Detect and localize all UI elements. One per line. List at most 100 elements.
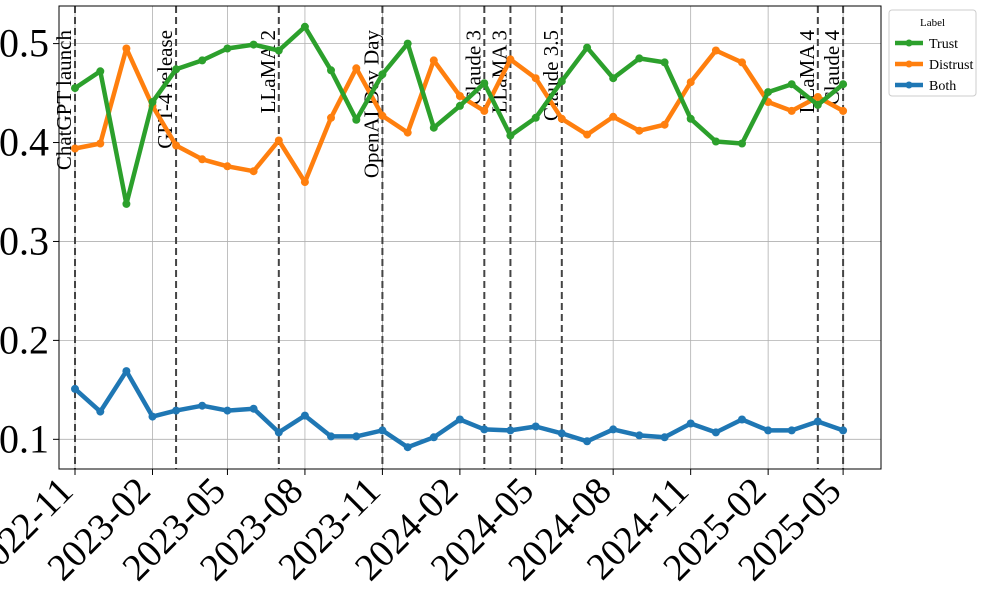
- data-point: [609, 112, 618, 121]
- series-distrust: [71, 44, 848, 187]
- data-point: [686, 419, 695, 428]
- legend-item: Distrust: [895, 58, 973, 73]
- data-point: [686, 114, 695, 123]
- data-point: [378, 111, 387, 120]
- data-point: [480, 425, 489, 434]
- data-point: [172, 65, 181, 74]
- data-point: [274, 46, 283, 55]
- legend-label: Distrust: [929, 58, 973, 73]
- data-point: [429, 123, 438, 132]
- legend-box: [888, 9, 977, 97]
- data-point: [352, 115, 361, 124]
- y-tick-label: 0.4: [0, 120, 49, 165]
- data-point: [738, 415, 746, 424]
- data-point: [198, 401, 207, 410]
- legend-marker: [905, 60, 913, 68]
- data-point: [352, 64, 361, 73]
- data-point: [122, 44, 131, 53]
- plot-frame: [58, 5, 882, 470]
- data-point: [403, 443, 412, 452]
- data-point: [327, 113, 335, 122]
- data-point: [455, 92, 464, 100]
- series-both: [71, 367, 848, 452]
- data-point: [403, 39, 412, 48]
- data-point: [378, 426, 387, 435]
- data-point: [327, 66, 335, 75]
- data-point: [839, 106, 848, 115]
- data-point: [557, 77, 566, 86]
- data-point: [635, 54, 644, 63]
- data-point: [429, 433, 438, 442]
- data-point: [531, 113, 540, 122]
- legend-item: Trust: [895, 37, 958, 52]
- data-point: [122, 199, 131, 208]
- data-point: [583, 43, 592, 52]
- data-point: [557, 429, 566, 438]
- data-point: [378, 70, 387, 79]
- data-point: [223, 44, 232, 53]
- data-point: [738, 139, 746, 148]
- data-point: [583, 437, 592, 446]
- data-point: [480, 106, 489, 115]
- data-point: [249, 167, 258, 176]
- data-point: [635, 126, 644, 135]
- data-point: [787, 426, 796, 435]
- data-point: [96, 67, 105, 76]
- data-point: [531, 74, 540, 83]
- data-point: [711, 137, 720, 146]
- data-point: [148, 412, 157, 421]
- data-point: [635, 431, 644, 440]
- data-point: [557, 114, 566, 123]
- data-point: [96, 407, 105, 416]
- data-point: [738, 58, 746, 67]
- data-point: [609, 425, 618, 434]
- y-tick-label: 0.2: [0, 317, 49, 362]
- legend-title: Label: [920, 17, 945, 29]
- legend-marker: [905, 39, 913, 47]
- data-point: [506, 426, 515, 435]
- data-point: [274, 428, 283, 437]
- data-point: [660, 58, 669, 67]
- series-trust: [71, 22, 848, 208]
- data-point: [403, 128, 412, 137]
- data-point: [198, 56, 207, 65]
- data-point: [531, 422, 540, 431]
- event-label: LLaMA 2: [256, 30, 280, 113]
- y-tick-label: 0.3: [0, 218, 49, 263]
- legend-label: Trust: [929, 37, 958, 52]
- data-point: [506, 131, 515, 140]
- legend-marker: [905, 81, 913, 89]
- data-point: [813, 93, 822, 101]
- y-axis: 0.1 0.2 0.3 0.4 0.5: [0, 21, 59, 461]
- y-tick-label: 0.1: [0, 416, 49, 461]
- data-point: [787, 80, 796, 89]
- data-point: [506, 55, 515, 64]
- data-point: [71, 84, 79, 93]
- data-point: [148, 98, 157, 106]
- data-point: [223, 162, 232, 171]
- data-point: [172, 406, 181, 415]
- data-point: [609, 74, 618, 83]
- legend: Label Trust Distrust Both: [888, 9, 977, 97]
- data-point: [839, 80, 848, 89]
- data-point: [249, 40, 258, 49]
- data-point: [813, 417, 822, 426]
- data-point: [300, 22, 309, 31]
- data-point: [71, 144, 79, 153]
- data-point: [787, 106, 796, 115]
- data-point: [429, 56, 438, 65]
- legend-label: Both: [929, 79, 956, 94]
- data-point: [327, 432, 335, 441]
- data-point: [813, 100, 822, 109]
- data-point: [223, 406, 232, 415]
- data-point: [455, 415, 464, 424]
- data-point: [839, 426, 848, 435]
- data-point: [122, 367, 131, 376]
- data-point: [711, 46, 720, 55]
- data-point: [455, 101, 464, 110]
- data-point: [300, 178, 309, 187]
- data-point: [249, 404, 258, 413]
- data-point: [96, 139, 105, 148]
